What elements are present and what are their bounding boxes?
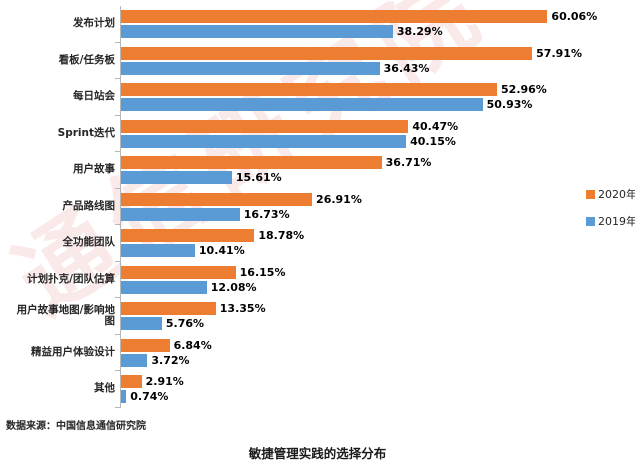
category-label: 看板/任务板 [58,53,115,66]
value-label: 5.76% [165,317,205,331]
bar-group: 52.96% 50.93% [120,79,608,116]
legend-swatch-icon [586,216,595,226]
bar-2019年 [121,25,393,39]
bar-2019年 [121,280,207,294]
category-label: 用户故事 [73,163,115,176]
bar-group: 16.15% 12.08% [120,261,608,298]
bar-2020年 [121,156,382,170]
category-label: 发布计划 [73,17,115,30]
bar-2019年 [121,134,407,148]
value-label: 16.73% [243,207,290,221]
value-label: 50.93% [486,98,533,112]
chart-row: 精益用户体验设计 6.84% 3.72% [8,334,608,371]
value-label: 26.91% [316,192,362,206]
bar-2020年 [121,46,533,60]
bar-group: 6.84% 3.72% [120,334,608,371]
category-label: Sprint迭代 [57,126,115,139]
bar-2019年 [121,98,483,112]
value-label: 52.96% [501,83,547,97]
bar-2020年 [121,10,548,24]
chart-row: 产品路线图 26.91% 16.73% [8,188,608,225]
chart-row: 看板/任务板 57.91% 36.43% [8,42,608,79]
category-label: 精益用户体验设计 [31,345,115,358]
bar-2020年 [121,119,409,133]
legend: 2020年 2019年 [586,186,635,240]
chart-row: 计划扑克/团队估算 16.15% 12.08% [8,261,608,298]
legend-label: 2020年 [598,188,635,201]
legend-item: 2020年 [586,186,635,202]
value-label: 2.91% [145,375,184,389]
chart-row: 每日站会 52.96% 50.93% [8,79,608,116]
chart-row: 发布计划 60.06% 38.29% [8,6,608,43]
value-label: 36.43% [383,61,430,75]
bar-2020年 [121,229,255,243]
data-source: 数据来源：中国信息通信研究院 [6,421,146,432]
chart-row: 用户故事 36.71% 15.61% [8,152,608,189]
chart-row: Sprint迭代 40.47% 40.15% [8,115,608,152]
value-label: 6.84% [173,338,212,352]
bar-2019年 [121,171,232,185]
category-label: 其他 [94,382,115,395]
value-label: 40.47% [412,119,459,133]
value-label: 57.91% [536,46,582,60]
bar-2020年 [121,265,236,279]
bar-2019年 [121,353,148,367]
value-label: 3.72% [151,353,190,367]
legend-label: 2019年 [598,215,635,228]
bar-chart-rows: 发布计划 60.06% 38.29% 看板/任务板 57.91% 36.43% 每日站会 52… [8,6,608,408]
bar-group: 18.78% 10.41% [120,225,608,262]
bar-2019年 [121,244,195,258]
value-label: 15.61% [235,171,282,185]
bar-2020年 [121,83,498,97]
legend-swatch-icon [586,189,595,199]
category-label: 产品路线图 [62,199,116,212]
value-label: 10.41% [198,244,245,258]
value-label: 16.15% [239,265,286,279]
chart-row: 用户故事地图/影响地图 13.35% 5.76% [8,298,608,335]
value-label: 13.35% [219,302,266,316]
value-label: 0.74% [130,390,169,404]
category-label: 计划扑克/团队估算 [27,272,115,285]
bar-group: 60.06% 38.29% [120,6,608,43]
value-label: 60.06% [551,10,598,24]
bar-2020年 [121,192,313,206]
value-label: 38.29% [396,25,443,39]
value-label: 12.08% [210,280,257,294]
bar-group: 13.35% 5.76% [120,298,608,335]
category-label: 全功能团队 [62,236,116,249]
bar-2019年 [121,207,240,221]
legend-item: 2019年 [586,213,635,229]
bar-2019年 [121,61,380,75]
chart-row: 全功能团队 18.78% 10.41% [8,225,608,262]
bar-2019年 [121,390,127,404]
bar-group: 2.91% 0.74% [120,371,608,408]
bar-group: 40.47% 40.15% [120,115,608,152]
value-label: 36.71% [385,156,432,170]
bar-group: 57.91% 36.43% [120,42,608,79]
category-label: 每日站会 [73,90,115,103]
bar-2020年 [121,375,142,389]
chart-title: 敏捷管理实践的选择分布 [248,446,387,461]
value-label: 40.15% [410,134,456,148]
bar-group: 26.91% 16.73% [120,188,608,225]
bar-group: 36.71% 15.61% [120,152,608,189]
value-label: 18.78% [258,229,305,243]
bar-2020年 [121,338,170,352]
chart-row: 其他 2.91% 0.74% [8,371,608,408]
bar-2020年 [121,302,216,316]
bar-2019年 [121,317,162,331]
category-label: 用户故事地图/影响地图 [16,303,115,328]
